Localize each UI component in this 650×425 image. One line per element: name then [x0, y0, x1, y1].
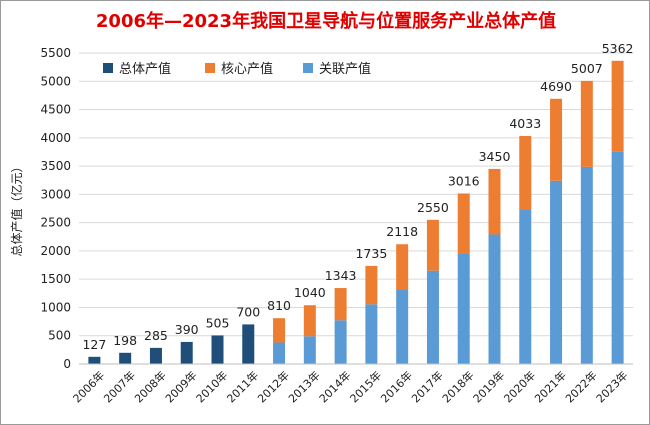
bar-associated — [303, 336, 316, 364]
data-label: 4690 — [540, 79, 572, 94]
legend-swatch — [103, 63, 113, 73]
y-tick-label: 0 — [63, 357, 71, 371]
legend: 总体产值 核心产值 关联产值 — [103, 61, 371, 77]
y-tick-label: 1000 — [40, 300, 71, 314]
x-tick-label: 2017年 — [408, 368, 445, 405]
y-tick-label: 2500 — [40, 216, 71, 230]
legend-swatch — [205, 63, 215, 73]
x-tick-label: 2019年 — [470, 368, 507, 405]
data-label: 1040 — [294, 285, 326, 300]
bar-associated — [457, 253, 470, 364]
x-tick-label: 2008年 — [131, 368, 168, 405]
x-tick-label: 2018年 — [439, 368, 476, 405]
data-label: 285 — [144, 328, 168, 343]
legend-swatch — [303, 63, 313, 73]
bar-associated — [426, 270, 439, 364]
y-tick-label: 500 — [48, 329, 71, 343]
bar-total — [88, 356, 101, 364]
x-tick-label: 2011年 — [224, 368, 261, 405]
chart-title: 2006年—2023年我国卫星导航与位置服务产业总体产值 — [96, 10, 556, 32]
data-label: 700 — [236, 304, 260, 319]
bar-associated — [365, 304, 378, 364]
y-tick-label: 1500 — [40, 272, 71, 286]
data-label: 5362 — [602, 41, 634, 56]
data-label: 4033 — [509, 116, 541, 131]
x-tick-label: 2020年 — [501, 368, 538, 405]
legend-label: 关联产值 — [319, 61, 371, 77]
grid-lines — [79, 52, 633, 337]
data-label: 5007 — [571, 61, 603, 76]
bar-total — [119, 352, 132, 364]
x-tick-label: 2010年 — [193, 368, 230, 405]
bar-core — [488, 168, 501, 235]
bar-core — [519, 135, 532, 210]
y-tick-label: 4000 — [40, 131, 71, 145]
x-tick-label: 2023年 — [593, 368, 630, 405]
data-label: 1343 — [325, 268, 357, 283]
x-tick-label: 2013年 — [285, 368, 322, 405]
x-tick-label: 2014年 — [316, 368, 353, 405]
bar-associated — [519, 209, 532, 364]
y-axis-label: 总体产值（亿元） — [9, 160, 24, 256]
data-label: 2550 — [417, 200, 449, 215]
bar-total — [242, 324, 255, 364]
bar-core — [457, 193, 470, 254]
x-tick-label: 2007年 — [101, 368, 138, 405]
bar-core — [303, 305, 316, 337]
legend-label: 核心产值 — [221, 61, 273, 77]
y-tick-label: 5500 — [40, 46, 71, 60]
x-tick-label: 2015年 — [347, 368, 384, 405]
data-label: 198 — [113, 333, 137, 348]
legend-label: 总体产值 — [119, 61, 171, 77]
data-label: 810 — [267, 298, 291, 313]
data-label: 127 — [82, 337, 106, 352]
x-tick-label: 2021年 — [532, 368, 569, 405]
x-tick-label: 2012年 — [255, 368, 292, 405]
data-label: 505 — [206, 315, 230, 330]
x-axis-ticks: 2006年2007年2008年2009年2010年2011年2012年2013年… — [70, 368, 631, 405]
data-label: 390 — [175, 322, 199, 337]
y-tick-label: 3500 — [40, 159, 71, 173]
bar-total — [149, 347, 162, 364]
x-tick-label: 2009年 — [162, 368, 199, 405]
bar-total — [211, 335, 224, 364]
bar-associated — [550, 180, 563, 364]
data-label: 1735 — [355, 246, 387, 261]
bar-core — [550, 98, 563, 181]
bar-core — [334, 288, 347, 321]
bars — [88, 60, 624, 364]
x-tick-label: 2006年 — [70, 368, 107, 405]
bar-associated — [273, 342, 286, 364]
bar-core — [580, 80, 593, 167]
x-tick-label: 2016年 — [378, 368, 415, 405]
bar-associated — [334, 320, 347, 364]
bar-total — [180, 341, 193, 364]
bar-core — [273, 318, 286, 343]
bar-core — [426, 219, 439, 271]
bar-associated — [488, 234, 501, 364]
x-tick-label: 2022年 — [562, 368, 599, 405]
bar-core — [365, 265, 378, 305]
data-label: 3450 — [479, 149, 511, 164]
y-axis-ticks: 0 500 1000 1500 2000 2500 3000 3500 4000 4500 5000… — [40, 46, 71, 371]
bar-associated — [396, 289, 409, 364]
y-tick-label: 2000 — [40, 244, 71, 258]
y-tick-label: 3000 — [40, 187, 71, 201]
y-tick-label: 5000 — [40, 74, 71, 88]
bar-core — [611, 60, 624, 152]
bar-associated — [580, 166, 593, 364]
bar-associated — [611, 151, 624, 364]
data-label: 2118 — [386, 224, 418, 239]
data-label: 3016 — [448, 173, 480, 188]
y-tick-label: 4500 — [40, 103, 71, 117]
bar-core — [396, 244, 409, 290]
